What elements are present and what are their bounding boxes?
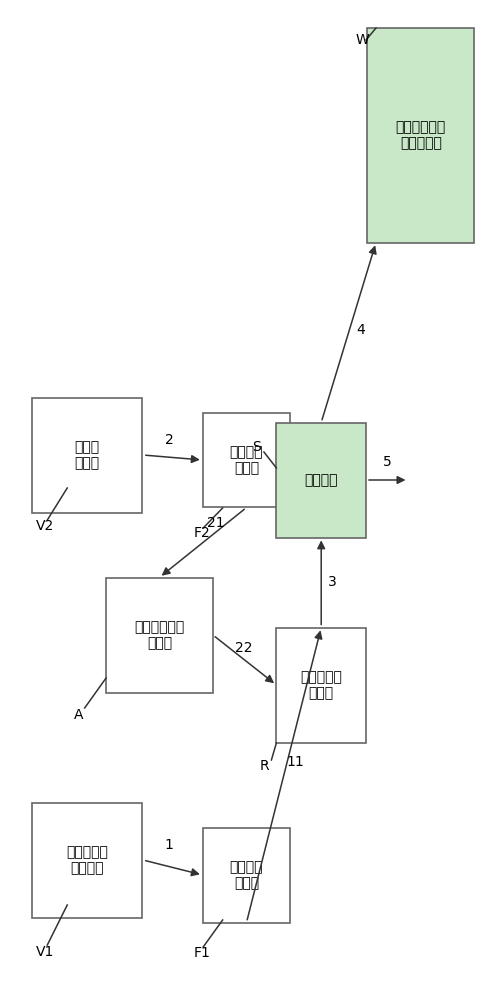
Text: W: W	[356, 33, 370, 47]
Text: V1: V1	[36, 945, 54, 959]
Text: 低浓度氢氟酸
废液处理段: 低浓度氢氟酸 废液处理段	[396, 120, 446, 150]
Text: 铝酸钠
药剂槽: 铝酸钠 药剂槽	[75, 440, 100, 470]
Text: 高浓度氢氟
酸废液槽: 高浓度氢氟 酸废液槽	[66, 845, 108, 875]
Text: 4: 4	[356, 323, 365, 337]
Bar	[368, 27, 474, 242]
Text: F1: F1	[193, 946, 210, 960]
Bar	[203, 412, 290, 507]
Text: 批次定量
控制段: 批次定量 控制段	[230, 445, 263, 475]
Text: 批次定量
控制段: 批次定量 控制段	[230, 860, 263, 890]
Bar	[32, 398, 142, 513]
Text: 22: 22	[235, 641, 253, 655]
Text: 11: 11	[286, 755, 304, 769]
Text: S: S	[252, 440, 261, 454]
Text: 1: 1	[165, 838, 174, 852]
Text: R: R	[260, 759, 269, 773]
Text: 3: 3	[328, 575, 337, 589]
Text: A: A	[74, 708, 83, 722]
Text: 5: 5	[382, 455, 391, 469]
Text: F2: F2	[193, 526, 210, 540]
Text: 批次式结晶
反应段: 批次式结晶 反应段	[300, 670, 342, 700]
Bar	[276, 422, 366, 538]
Text: 21: 21	[207, 516, 224, 530]
Bar	[203, 828, 290, 922]
Text: V2: V2	[36, 519, 54, 533]
Text: 定流量与分散
加药段: 定流量与分散 加药段	[134, 620, 184, 650]
Bar	[106, 578, 213, 692]
Text: 2: 2	[165, 433, 174, 447]
Bar	[32, 802, 142, 918]
Bar	[276, 628, 366, 742]
Text: 微过滤段: 微过滤段	[304, 473, 338, 487]
